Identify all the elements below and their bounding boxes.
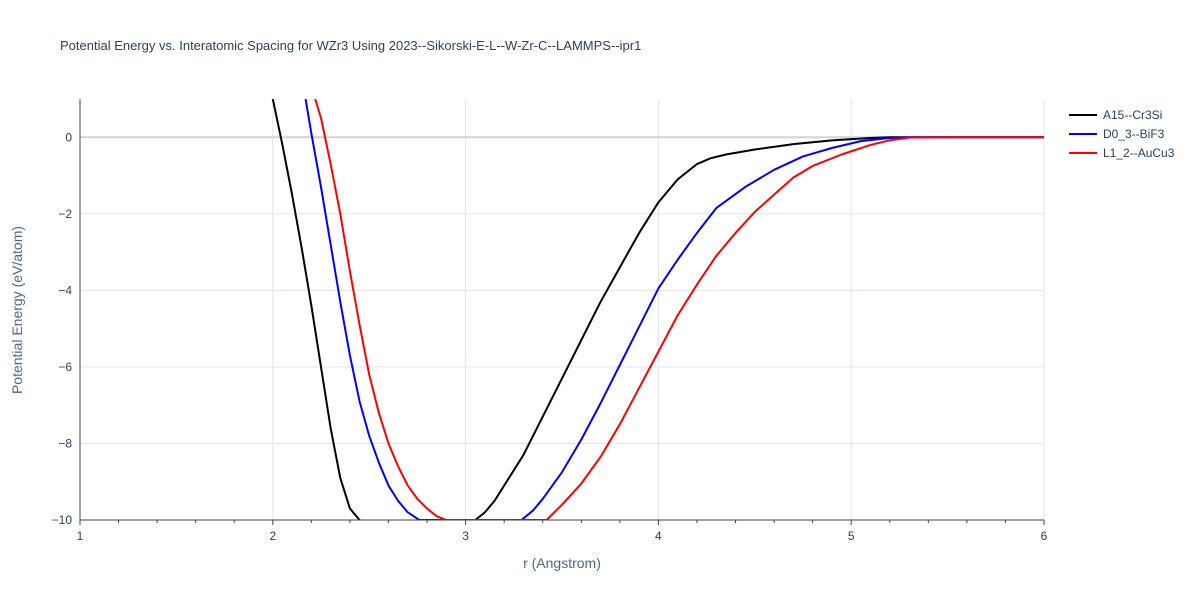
y-tick-label: −2 [58, 207, 72, 221]
series-line-l1-2-aucu3 [314, 99, 1044, 520]
x-tick-label: 1 [77, 529, 84, 543]
chart-title: Potential Energy vs. Interatomic Spacing… [60, 38, 641, 53]
legend-label: A15--Cr3Si [1103, 108, 1162, 122]
y-axis-ticks: 0 −2 −4 −6 −8 −10 [52, 130, 73, 527]
legend-item[interactable]: A15--Cr3Si [1069, 108, 1162, 122]
x-tick-label: 4 [655, 529, 662, 543]
y-tick-label: −6 [58, 360, 72, 374]
legend[interactable]: A15--Cr3Si D0_3--BiF3 L1_2--AuCu3 [1069, 108, 1175, 160]
x-tick-label: 2 [269, 529, 276, 543]
y-tick-label: −8 [58, 436, 72, 450]
y-tick-label: −10 [52, 513, 73, 527]
legend-label: D0_3--BiF3 [1103, 127, 1165, 141]
series-lines [271, 99, 1044, 520]
legend-item[interactable]: L1_2--AuCu3 [1069, 146, 1175, 160]
y-tick-label: −4 [58, 283, 72, 297]
x-tick-label: 5 [848, 529, 855, 543]
axes [79, 99, 1045, 525]
legend-item[interactable]: D0_3--BiF3 [1069, 127, 1165, 141]
x-axis-title: r (Angstrom) [523, 555, 601, 571]
legend-label: L1_2--AuCu3 [1103, 146, 1175, 160]
series-line-d0-3-bif3 [304, 99, 1044, 520]
x-axis-ticks: 1 2 3 4 5 6 [77, 529, 1048, 543]
x-tick-label: 6 [1041, 529, 1048, 543]
x-tick-label: 3 [462, 529, 469, 543]
y-axis-title: Potential Energy (eV/atom) [9, 226, 25, 394]
series-line-a15-cr3si [271, 99, 1044, 520]
y-tick-label: 0 [65, 130, 72, 144]
